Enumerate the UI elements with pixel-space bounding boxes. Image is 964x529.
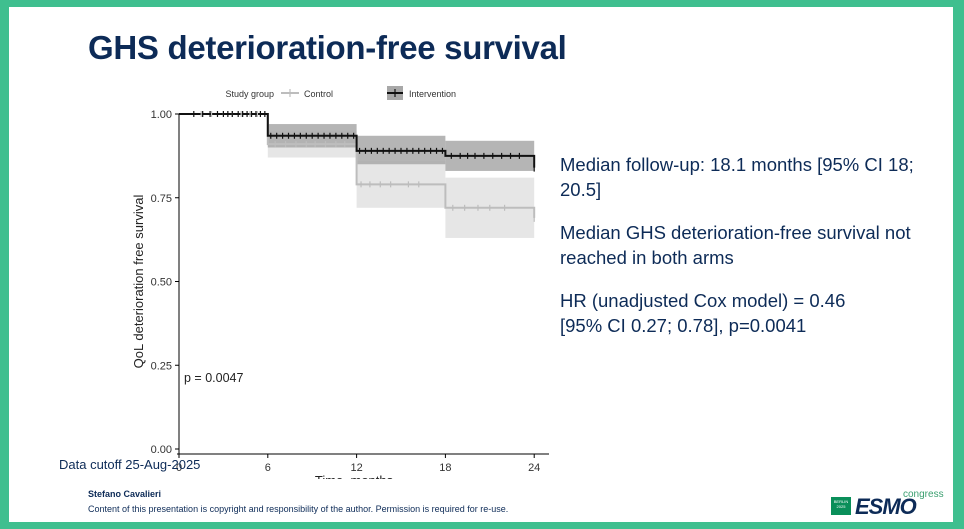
page-title: GHS deterioration-free survival xyxy=(88,29,567,66)
intervention-survival-line xyxy=(179,113,536,168)
slide: GHS deterioration-free survival 0.00 0.25… xyxy=(9,7,953,522)
x-axis-label: Time, months xyxy=(315,473,394,479)
esmo-logo: BERLIN 2025 ESMO congress xyxy=(831,489,951,519)
y-tick-label: 0.25 xyxy=(151,360,172,372)
y-tick-label: 0.00 xyxy=(151,444,172,456)
esmo-badge-city: BERLIN xyxy=(833,499,849,504)
esmo-badge-year: 2025 xyxy=(836,504,846,509)
legend-control-label: Control xyxy=(304,89,333,99)
km-chart: 0.00 0.25 0.50 0.75 1.00 0 6 12 18 24 Time, months… xyxy=(131,86,549,479)
x-tick-label: 12 xyxy=(350,462,362,474)
x-tick-label: 6 xyxy=(265,462,271,474)
esmo-congress-label: congress xyxy=(903,489,944,500)
x-tick-label: 18 xyxy=(439,462,451,474)
x-tick-label: 0 xyxy=(176,462,182,474)
y-tick-label: 1.00 xyxy=(151,109,172,121)
author-name: Stefano Cavalieri xyxy=(88,489,162,499)
y-tick-label: 0.50 xyxy=(151,277,172,289)
legend-intervention-label: Intervention xyxy=(409,89,456,99)
legend-title: Study group xyxy=(225,89,274,99)
p-value-annotation: p = 0.0047 xyxy=(184,371,243,385)
stats-panel: Median follow-up: 18.1 months [95% CI 18… xyxy=(560,152,950,338)
median-survival-text: Median GHS deterioration-free survival n… xyxy=(560,222,911,268)
hr-text-line1: HR (unadjusted Cox model) = 0.46 xyxy=(560,290,846,311)
esmo-badge: BERLIN 2025 xyxy=(831,497,851,515)
data-cutoff-text: Data cutoff 25-Aug-2025 xyxy=(59,457,201,472)
x-tick-label: 24 xyxy=(528,462,540,474)
y-axis-label: QoL deterioration free survival xyxy=(131,195,146,369)
y-tick-label: 0.75 xyxy=(151,193,172,205)
hr-text-line2: [95% CI 0.27; 0.78], p=0.0041 xyxy=(560,315,807,336)
esmo-wordmark: ESMO xyxy=(855,494,917,519)
copyright-notice: Content of this presentation is copyrigh… xyxy=(88,504,509,514)
median-followup-text: Median follow-up: 18.1 months [95% CI 18… xyxy=(560,154,914,200)
